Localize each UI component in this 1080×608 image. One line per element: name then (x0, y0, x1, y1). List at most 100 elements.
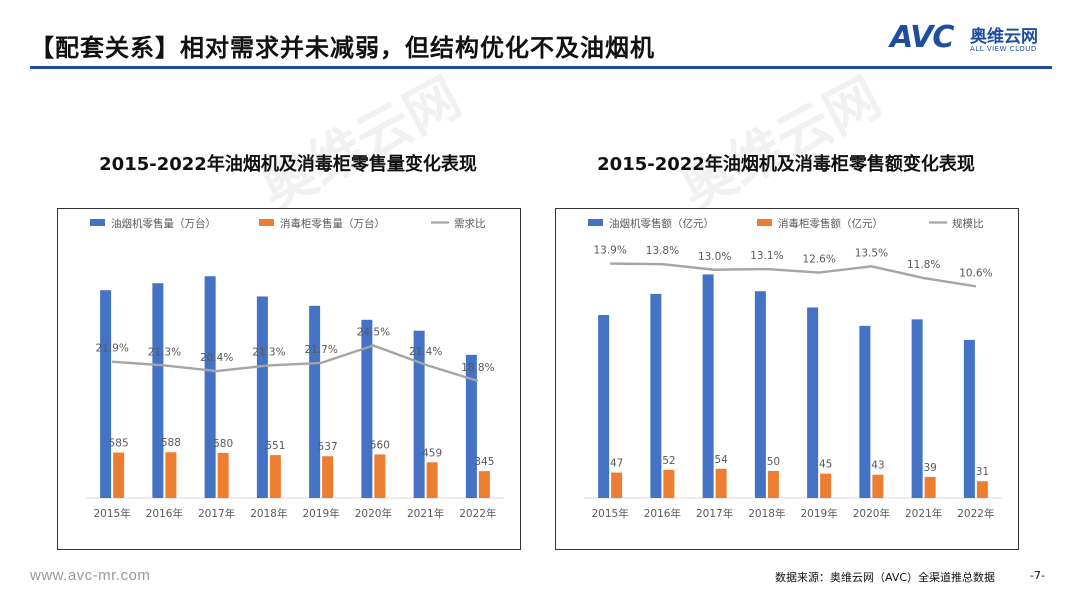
bar-primary (361, 319, 373, 498)
bar-secondary (663, 469, 675, 498)
bar-primary (309, 305, 321, 498)
x-tick-label: 2015年 (94, 507, 131, 520)
title-divider (30, 66, 1052, 69)
bar-primary (859, 325, 871, 498)
bar-primary (465, 354, 477, 498)
x-tick-label: 2021年 (407, 507, 444, 520)
x-tick-label: 2022年 (459, 507, 496, 520)
bar-secondary-label: 585 (109, 437, 129, 449)
bar-secondary-label: 551 (265, 440, 285, 452)
bar-secondary (715, 468, 727, 498)
bar-primary (413, 330, 425, 498)
bar-primary (100, 290, 112, 498)
x-tick-label: 2019年 (801, 507, 838, 520)
bar-secondary-label: 47 (610, 458, 623, 470)
bar-secondary (611, 472, 623, 498)
x-tick-label: 2015年 (592, 507, 629, 520)
x-tick-label: 2020年 (355, 507, 392, 520)
bar-secondary (217, 452, 229, 498)
x-tick-label: 2017年 (198, 507, 235, 520)
legend-label: 消毒柜零售量（万台） (280, 217, 385, 230)
ratio-label: 18.8% (461, 362, 494, 374)
bar-secondary-label: 45 (819, 459, 832, 471)
x-tick-label: 2017年 (696, 507, 733, 520)
bar-secondary-label: 52 (662, 455, 675, 467)
bar-primary (650, 293, 662, 498)
ratio-label: 10.6% (959, 267, 992, 279)
ratio-label: 11.8% (907, 259, 940, 271)
bar-secondary (165, 452, 177, 498)
bar-primary (911, 319, 923, 498)
bar-secondary (374, 454, 386, 498)
bar-secondary-label: 39 (923, 462, 936, 474)
bar-secondary-label: 31 (976, 466, 989, 478)
legend-swatch (757, 219, 772, 226)
ratio-label: 21.4% (409, 346, 442, 358)
x-tick-label: 2018年 (250, 507, 287, 520)
bar-secondary-label: 560 (370, 439, 390, 451)
ratio-label: 13.8% (646, 245, 679, 257)
bar-primary (807, 307, 819, 498)
legend-label: 油烟机零售量（万台） (111, 217, 216, 230)
chart-value-svg: 油烟机零售额（亿元） 消毒柜零售额（亿元） 规模比 47 2015年 52 2016年 54 2… (584, 217, 1002, 520)
ratio-label: 13.1% (750, 250, 783, 262)
bar-secondary-label: 580 (213, 438, 233, 450)
page-number: -7- (1030, 569, 1045, 582)
bar-primary (963, 339, 975, 498)
data-source-note: 数据来源：奥维云网（AVC）全渠道推总数据 (775, 571, 996, 584)
bar-secondary-label: 54 (714, 454, 728, 466)
ratio-line (112, 344, 479, 383)
x-tick-label: 2021年 (905, 507, 942, 520)
legend-label: 需求比 (454, 217, 486, 230)
bar-secondary-label: 588 (161, 437, 181, 449)
watermark: 奥维云网 (250, 65, 471, 223)
watermark: 奥维云网 (670, 65, 891, 223)
legend-swatch (588, 219, 603, 226)
bar-secondary (113, 452, 125, 498)
footer-url[interactable]: www.avc-mr.com (30, 567, 151, 584)
bar-secondary (322, 456, 334, 498)
ratio-label: 21.3% (148, 346, 181, 358)
ratio-label: 21.9% (95, 343, 128, 355)
ratio-label: 20.4% (200, 352, 233, 364)
legend-label: 油烟机零售额（亿元） (609, 217, 714, 230)
bar-secondary (872, 474, 884, 498)
bar-secondary-label: 537 (318, 441, 338, 453)
bar-secondary-label: 459 (422, 447, 442, 459)
bar-secondary (924, 476, 936, 498)
ratio-label: 24.5% (357, 326, 390, 338)
chart-volume: 油烟机零售量（万台） 消毒柜零售量（万台） 需求比 585 2015年 588 2016年 5… (57, 208, 521, 550)
ratio-label: 13.5% (855, 247, 888, 259)
bar-primary (754, 291, 766, 498)
x-tick-label: 2016年 (644, 507, 681, 520)
x-tick-label: 2018年 (748, 507, 785, 520)
bar-secondary-label: 345 (474, 456, 494, 468)
legend-label: 规模比 (952, 217, 984, 230)
bar-secondary-label: 50 (767, 456, 780, 468)
bar-primary (598, 315, 610, 498)
bar-primary (204, 276, 216, 498)
legend-swatch (259, 219, 274, 226)
bar-primary (702, 274, 714, 498)
chart-value: 油烟机零售额（亿元） 消毒柜零售额（亿元） 规模比 47 2015年 52 2016年 54 2… (555, 208, 1019, 550)
bar-primary (152, 283, 164, 498)
brand-logo: AVC 奥维云网 ALL VIEW CLOUD (890, 20, 1060, 60)
legend-label: 消毒柜零售额（亿元） (778, 217, 883, 230)
bar-secondary (269, 455, 281, 498)
ratio-label: 12.6% (802, 254, 835, 266)
bar-secondary (426, 462, 438, 498)
ratio-label: 21.3% (252, 346, 285, 358)
logo-mark: AVC (890, 20, 954, 55)
bar-secondary-label: 43 (871, 460, 884, 472)
bar-secondary (767, 470, 779, 498)
ratio-label: 13.9% (593, 245, 626, 257)
bar-secondary (976, 481, 988, 498)
legend-swatch (90, 219, 105, 226)
chart-volume-svg: 油烟机零售量（万台） 消毒柜零售量（万台） 需求比 585 2015年 588 2016年 5… (86, 217, 504, 520)
ratio-line (610, 262, 977, 288)
ratio-label: 21.7% (304, 344, 337, 356)
bar-primary (256, 296, 268, 498)
x-tick-label: 2019年 (303, 507, 340, 520)
logo-name-en: ALL VIEW CLOUD (970, 45, 1037, 53)
bar-secondary (478, 471, 490, 498)
